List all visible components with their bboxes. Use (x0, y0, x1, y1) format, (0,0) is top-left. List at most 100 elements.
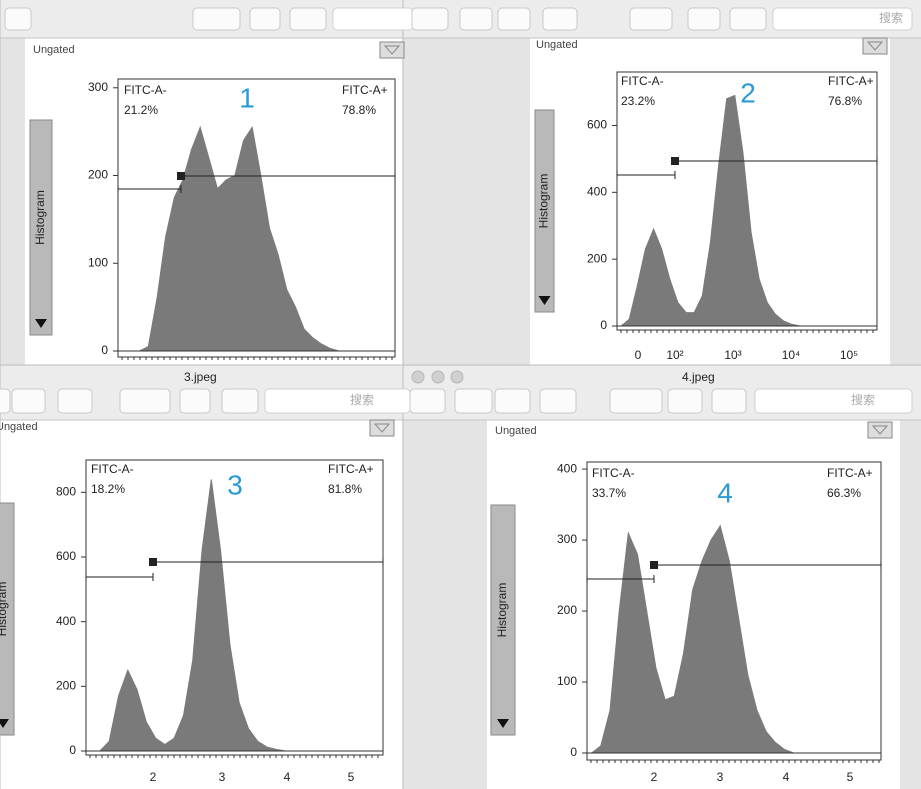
search-field[interactable] (264, 388, 411, 414)
x-tick-label: 10³ (724, 348, 741, 362)
side-arrow (497, 719, 509, 728)
gate-name: FITC-A- (91, 462, 134, 476)
y-tick-label: 0 (101, 343, 108, 357)
x-tick-label: 5 (348, 770, 355, 784)
toolbar-button[interactable] (542, 7, 578, 31)
toolbar-button[interactable] (687, 7, 721, 31)
x-tick-label: 10² (666, 348, 683, 362)
toolbar-button[interactable] (4, 7, 32, 31)
x-tick-label: 10⁵ (840, 348, 858, 362)
toolbar-button[interactable] (459, 7, 493, 31)
toolbar-button[interactable] (539, 388, 577, 414)
window-control[interactable] (450, 370, 464, 384)
gate-handle[interactable] (671, 157, 679, 165)
gate-label: Ungated (0, 421, 38, 433)
toolbar-button[interactable] (411, 7, 449, 31)
panel-number: 3 (227, 469, 243, 500)
gate-handle[interactable] (650, 561, 658, 569)
toolbar-button[interactable] (119, 388, 171, 414)
x-tick-label: 2 (150, 770, 157, 784)
search-field[interactable] (754, 388, 913, 414)
y-tick-label: 300 (88, 80, 108, 94)
side-label: Histogram (33, 190, 47, 245)
toolbar-button[interactable] (11, 388, 46, 414)
dropdown[interactable] (379, 41, 405, 59)
toolbar-button[interactable] (192, 7, 241, 31)
y-tick-label: 100 (557, 674, 577, 688)
side-arrow (538, 296, 551, 305)
side-bar[interactable] (0, 502, 15, 736)
y-tick-label: 400 (56, 614, 76, 628)
side-bar[interactable] (490, 504, 516, 736)
y-tick-label: 800 (56, 485, 76, 499)
toolbar-button[interactable] (409, 388, 446, 414)
panel-number: 1 (239, 82, 255, 113)
gate-name: FITC-A- (621, 74, 664, 88)
toolbar-button[interactable] (57, 388, 93, 414)
toolbar-button[interactable] (629, 7, 673, 31)
toolbar-button[interactable] (497, 7, 531, 31)
toolbar-button[interactable] (454, 388, 493, 414)
toolbar-button[interactable] (249, 7, 281, 31)
gate-name: FITC-A+ (328, 462, 374, 476)
toolbar-button[interactable] (494, 388, 531, 414)
side-label: Histogram (537, 174, 551, 229)
x-tick-label: 3 (717, 770, 724, 784)
toolbar-button[interactable] (711, 388, 747, 414)
gate-handle[interactable] (177, 172, 185, 180)
y-tick-label: 600 (587, 118, 607, 132)
toolbar-button[interactable] (0, 388, 11, 414)
toolbar-button[interactable] (667, 388, 703, 414)
x-tick-label: 3 (219, 770, 226, 784)
side-arrow (35, 319, 47, 328)
gate-percent: 81.8% (328, 482, 362, 496)
window-control[interactable] (431, 370, 445, 384)
x-tick-label: 10⁴ (782, 348, 801, 362)
window-title: 4.jpeg (682, 370, 715, 384)
window-control[interactable] (411, 370, 425, 384)
side-bar[interactable] (534, 109, 555, 313)
gate-label: Ungated (33, 44, 75, 56)
x-tick-label: 2 (651, 770, 658, 784)
x-tick-label: 0 (635, 348, 642, 362)
gate-percent: 78.8% (342, 103, 376, 117)
y-tick-label: 400 (557, 461, 577, 475)
gate-label: Ungated (495, 425, 537, 437)
side-bar[interactable] (29, 119, 53, 336)
y-tick-label: 200 (557, 603, 577, 617)
window-title: 3.jpeg (184, 370, 217, 384)
gate-name: FITC-A+ (828, 74, 874, 88)
search-placeholder: 搜索 (879, 10, 903, 25)
y-tick-label: 100 (88, 255, 108, 269)
y-tick-label: 300 (557, 532, 577, 546)
gate-name: FITC-A- (124, 83, 167, 97)
toolbar-button[interactable] (179, 388, 211, 414)
gate-percent: 33.7% (592, 486, 626, 500)
gate-percent: 23.2% (621, 94, 655, 108)
dropdown[interactable] (867, 421, 893, 439)
panel-number: 4 (717, 477, 733, 508)
gate-percent: 66.3% (827, 486, 861, 500)
gate-percent: 76.8% (828, 94, 862, 108)
x-tick-label: 4 (284, 770, 291, 784)
gate-percent: 21.2% (124, 103, 158, 117)
y-tick-label: 600 (56, 549, 76, 563)
dropdown[interactable] (369, 419, 395, 437)
toolbar-button[interactable] (609, 388, 663, 414)
toolbar-button[interactable] (221, 388, 259, 414)
toolbar-button[interactable] (289, 7, 327, 31)
search-placeholder: 搜索 (350, 392, 374, 407)
toolbar-button[interactable] (729, 7, 767, 31)
y-tick-label: 0 (69, 743, 76, 757)
gate-name: FITC-A- (592, 466, 635, 480)
dropdown[interactable] (862, 37, 888, 55)
gate-handle[interactable] (149, 558, 157, 566)
search-placeholder: 搜索 (851, 392, 875, 407)
gate-label: Ungated (536, 39, 578, 51)
search-field[interactable] (332, 7, 414, 31)
search-field[interactable] (772, 7, 913, 31)
y-tick-label: 200 (587, 251, 607, 265)
panel-number: 2 (740, 77, 756, 108)
gate-percent: 18.2% (91, 482, 125, 496)
